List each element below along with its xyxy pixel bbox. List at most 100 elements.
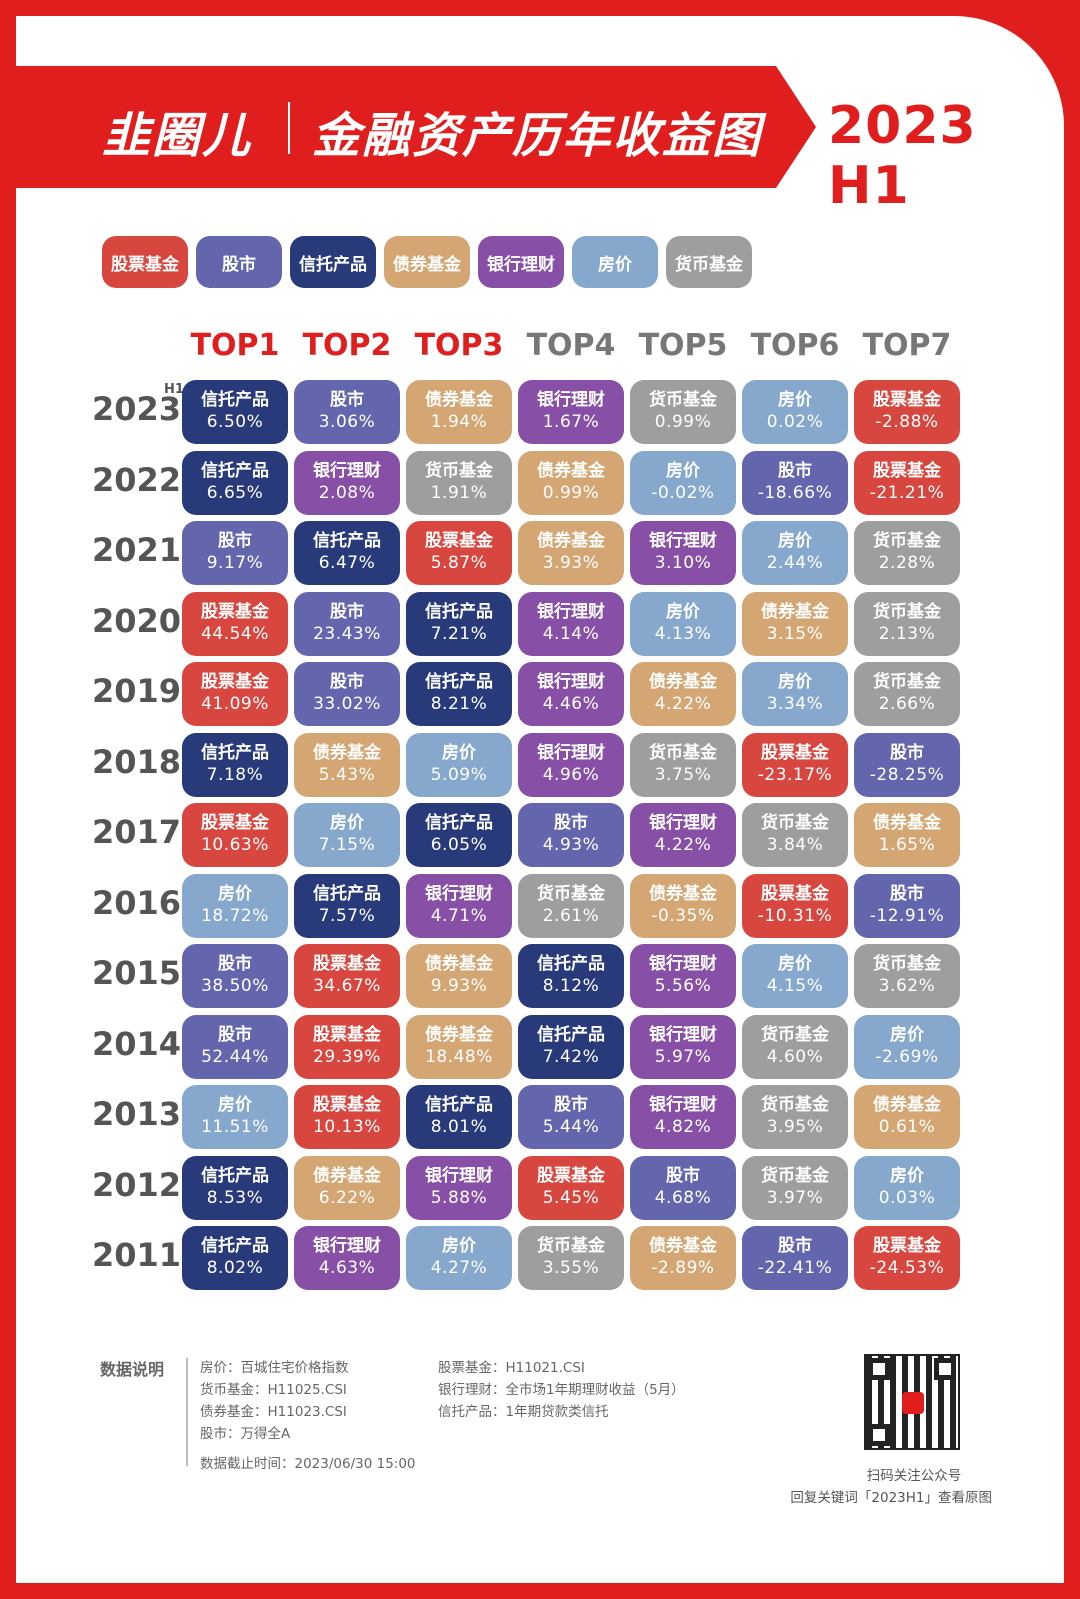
return-cell: 银行理财 2.08% xyxy=(294,450,400,515)
note-right: 股票基金：H11021.CSI xyxy=(438,1360,585,1376)
cell-return-value: 8.53% xyxy=(206,1187,264,1208)
cell-asset-label: 债券基金 xyxy=(873,813,941,834)
cell-asset-label: 银行理财 xyxy=(649,954,717,975)
return-cell: 房价 -0.02% xyxy=(630,450,736,515)
return-cell: 股市 -22.41% xyxy=(742,1226,848,1290)
cell-return-value: 3.06% xyxy=(318,412,376,432)
cell-return-value: 5.45% xyxy=(542,1187,600,1208)
cell-asset-label: 股票基金 xyxy=(761,883,829,904)
return-cell: 股市 4.93% xyxy=(518,803,624,867)
return-cell: 股票基金 -2.88% xyxy=(854,380,960,444)
cell-asset-label: 货币基金 xyxy=(873,531,941,552)
year-label: 2022 xyxy=(92,460,182,499)
cell-return-value: 4.96% xyxy=(542,764,600,785)
cell-asset-label: 房价 xyxy=(442,1236,476,1257)
cell-asset-label: 债券基金 xyxy=(425,954,493,975)
return-cell: 债券基金 1.94% xyxy=(406,380,512,444)
return-cell: 房价 2.44% xyxy=(742,521,848,585)
year-label: 2016 xyxy=(92,883,182,922)
return-cell: 债券基金 6.22% xyxy=(294,1155,400,1220)
cell-asset-label: 房价 xyxy=(442,742,476,763)
period-label: 2023 H1 xyxy=(828,96,977,216)
cell-asset-label: 信托产品 xyxy=(201,390,269,411)
return-cell: 债券基金 3.15% xyxy=(742,591,848,656)
column-header: TOP5 xyxy=(638,328,728,363)
return-cell: 房价 4.13% xyxy=(630,591,736,656)
return-cell: 信托产品 8.21% xyxy=(406,662,512,726)
return-cell: 股票基金 -24.53% xyxy=(854,1226,960,1290)
return-cell: 房价 7.15% xyxy=(294,803,400,867)
return-cell: 信托产品 7.21% xyxy=(406,591,512,656)
return-cell: 房价 0.03% xyxy=(854,1155,960,1220)
cell-return-value: 5.56% xyxy=(654,976,712,996)
return-cell: 股市 38.50% xyxy=(182,944,288,1008)
cell-return-value: 6.65% xyxy=(206,482,264,503)
cell-asset-label: 货币基金 xyxy=(873,954,941,975)
year-label: 2020 xyxy=(92,601,182,640)
column-header: TOP2 xyxy=(302,328,392,363)
cell-asset-label: 银行理财 xyxy=(649,1095,717,1116)
note-right: 银行理财：全市场1年期理财收益（5月） xyxy=(438,1382,685,1398)
return-cell: 股市 9.17% xyxy=(182,521,288,585)
cell-asset-label: 银行理财 xyxy=(649,531,717,552)
cell-asset-label: 信托产品 xyxy=(313,531,381,552)
cell-return-value: 34.67% xyxy=(313,976,381,996)
return-cell: 股票基金 5.45% xyxy=(518,1155,624,1220)
return-cell: 信托产品 7.18% xyxy=(182,732,288,797)
cell-asset-label: 房价 xyxy=(890,1165,924,1186)
cell-asset-label: 房价 xyxy=(330,813,364,834)
return-cell: 货币基金 3.84% xyxy=(742,803,848,867)
qr-code[interactable] xyxy=(864,1354,960,1450)
cell-asset-label: 股票基金 xyxy=(425,531,493,552)
cell-asset-label: 债券基金 xyxy=(313,742,381,763)
cell-asset-label: 房价 xyxy=(218,883,252,904)
cell-asset-label: 房价 xyxy=(778,954,812,975)
cell-asset-label: 货币基金 xyxy=(873,601,941,622)
cell-asset-label: 债券基金 xyxy=(649,672,717,693)
legend-item: 房价 xyxy=(572,236,658,288)
cell-asset-label: 股市 xyxy=(666,1165,700,1186)
cell-return-value: 3.93% xyxy=(542,553,600,573)
return-cell: 股市 -12.91% xyxy=(854,873,960,938)
cell-return-value: 8.02% xyxy=(206,1258,264,1278)
cell-return-value: 33.02% xyxy=(313,694,381,714)
cell-asset-label: 信托产品 xyxy=(425,813,493,834)
cell-return-value: 52.44% xyxy=(201,1046,269,1067)
qr-hint: 回复关键词「2023H1」查看原图 xyxy=(790,1490,992,1506)
cell-asset-label: 银行理财 xyxy=(537,742,605,763)
cell-asset-label: 股票基金 xyxy=(201,672,269,693)
return-cell: 银行理财 3.10% xyxy=(630,521,736,585)
return-cell: 货币基金 2.13% xyxy=(854,591,960,656)
return-cell: 债券基金 5.43% xyxy=(294,732,400,797)
note-left: 货币基金：H11025.CSI xyxy=(200,1382,347,1398)
cell-return-value: 9.17% xyxy=(206,553,264,573)
qr-finder xyxy=(868,1424,890,1446)
return-cell: 银行理财 5.88% xyxy=(406,1155,512,1220)
cell-return-value: 38.50% xyxy=(201,976,269,996)
cell-return-value: 44.54% xyxy=(201,623,269,644)
cell-asset-label: 信托产品 xyxy=(425,1095,493,1116)
return-cell: 货币基金 3.97% xyxy=(742,1155,848,1220)
cell-return-value: 2.13% xyxy=(878,623,936,644)
cell-asset-label: 银行理财 xyxy=(649,813,717,834)
return-cell: 房价 0.02% xyxy=(742,380,848,444)
return-cell: 股市 5.44% xyxy=(518,1085,624,1149)
cell-return-value: -2.69% xyxy=(875,1046,939,1067)
return-cell: 银行理财 4.82% xyxy=(630,1085,736,1149)
cell-return-value: 2.66% xyxy=(878,694,936,714)
cell-asset-label: 房价 xyxy=(778,672,812,693)
return-cell: 债券基金 -2.89% xyxy=(630,1226,736,1290)
cell-return-value: -23.17% xyxy=(757,764,833,785)
cell-return-value: -18.66% xyxy=(757,482,833,503)
return-cell: 银行理财 1.67% xyxy=(518,380,624,444)
cell-return-value: 4.71% xyxy=(430,905,488,926)
cell-return-value: 3.15% xyxy=(766,623,824,644)
cell-asset-label: 股市 xyxy=(330,672,364,693)
cell-return-value: 3.75% xyxy=(654,764,712,785)
legend-item: 信托产品 xyxy=(290,236,376,288)
cell-asset-label: 信托产品 xyxy=(313,883,381,904)
cell-return-value: 0.02% xyxy=(766,412,824,432)
cell-asset-label: 信托产品 xyxy=(425,601,493,622)
banner-divider xyxy=(288,102,290,154)
cell-asset-label: 货币基金 xyxy=(649,390,717,411)
